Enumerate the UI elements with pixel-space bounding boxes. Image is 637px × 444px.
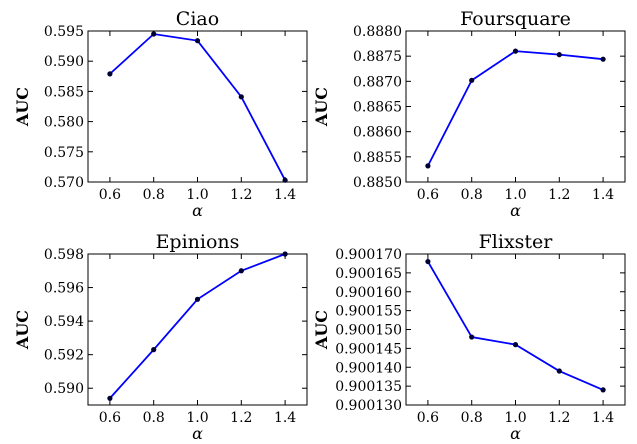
epinions-data-point [282, 251, 288, 257]
foursquare-x-tick-label: 1.0 [504, 187, 526, 203]
foursquare-x-tick-label: 0.8 [461, 187, 483, 203]
epinions-y-tick-label: 0.592 [44, 348, 84, 364]
ciao-y-tick-label: 0.585 [44, 84, 84, 100]
chart-ciao: Ciao 0.6 0.8 1.0 1.2 1.4 0.570 0.575 0.580 0.585 0… [13, 8, 308, 220]
epinions-y-tick-label: 0.590 [44, 381, 84, 397]
epinions-x-tick-label: 0.6 [99, 410, 121, 426]
foursquare-y-tick-label: 0.8860 [353, 125, 402, 141]
foursquare-y-tick-label: 0.8880 [353, 24, 402, 40]
ciao-series-line [109, 33, 286, 181]
ciao-data-point [282, 177, 288, 183]
epinions-x-tick-label: 0.8 [143, 410, 165, 426]
foursquare-x-tick-label: 1.4 [592, 187, 614, 203]
ciao-data-point [238, 94, 244, 100]
epinions-data-point [194, 296, 201, 302]
foursquare-series-line [427, 50, 604, 167]
flixster-y-tick-label: 0.900150 [335, 323, 402, 339]
foursquare-x-tick-label: 0.6 [417, 187, 439, 203]
flixster-x-tick-label: 1.2 [548, 410, 570, 426]
ciao-data-point [194, 38, 201, 44]
foursquare-y-tick-label: 0.8870 [353, 74, 402, 90]
foursquare-y-tick-label: 0.8855 [353, 150, 402, 166]
ciao-y-axis-label: AUC [13, 87, 32, 127]
flixster-data-point [469, 334, 475, 340]
ciao-y-tick-label: 0.590 [44, 54, 84, 70]
flixster-x-axis-label: α [510, 424, 521, 443]
flixster-y-tick-label: 0.900170 [335, 247, 402, 263]
foursquare-data-point [600, 56, 606, 62]
foursquare-x-axis-label: α [510, 201, 521, 220]
epinions-y-axis-label: AUC [13, 310, 32, 350]
flixster-data-point [556, 368, 562, 374]
flixster-data-point [600, 387, 606, 393]
ciao-data-point [107, 71, 113, 77]
flixster-y-tick-label: 0.900135 [335, 379, 402, 395]
foursquare-y-axis-label: AUC [312, 87, 331, 127]
epinions-data-point [238, 268, 244, 274]
epinions-y-tick-label: 0.594 [44, 314, 84, 330]
flixster-plot-frame [405, 253, 626, 406]
epinions-y-tick-label: 0.598 [44, 247, 84, 263]
flixster-y-axis-label: AUC [312, 310, 331, 350]
ciao-x-tick-label: 0.6 [99, 187, 121, 203]
foursquare-x-tick-label: 1.2 [548, 187, 570, 203]
foursquare-data-point [469, 77, 475, 83]
flixster-x-tick-label: 1.4 [592, 410, 614, 426]
epinions-series-line [109, 253, 286, 399]
ciao-title: Ciao [176, 8, 219, 30]
flixster-y-tick-label: 0.900130 [335, 398, 402, 414]
flixster-y-tick-label: 0.900165 [335, 266, 402, 282]
foursquare-data-point [425, 163, 431, 169]
ciao-y-tick-label: 0.595 [44, 24, 84, 40]
epinions-data-point [107, 395, 113, 401]
flixster-data-point [512, 342, 519, 348]
flixster-y-tick-label: 0.900140 [335, 360, 402, 376]
epinions-plot-frame [87, 253, 308, 406]
epinions-data-point [151, 347, 157, 353]
foursquare-y-tick-label: 0.8875 [353, 49, 402, 65]
foursquare-data-point [556, 52, 562, 58]
ciao-x-tick-label: 1.0 [186, 187, 208, 203]
epinions-x-axis-label: α [192, 424, 203, 443]
epinions-x-tick-label: 1.2 [230, 410, 252, 426]
epinions-x-tick-label: 1.4 [274, 410, 296, 426]
chart-flixster: Flixster 0.6 0.8 1.0 1.2 1.4 0.900130 0.900135 0… [312, 231, 626, 443]
chart-foursquare: Foursquare 0.6 0.8 1.0 1.2 1.4 0.8850 0.8855 0.8… [312, 8, 626, 220]
foursquare-data-point [512, 48, 519, 54]
epinions-x-tick-label: 1.0 [186, 410, 208, 426]
flixster-x-tick-label: 1.0 [504, 410, 526, 426]
ciao-x-tick-label: 1.4 [274, 187, 296, 203]
foursquare-title: Foursquare [460, 8, 571, 30]
foursquare-y-tick-label: 0.8865 [353, 100, 402, 116]
ciao-y-tick-label: 0.570 [44, 175, 84, 191]
ciao-data-point [151, 31, 157, 37]
flixster-data-point [425, 258, 431, 265]
ciao-x-axis-label: α [192, 201, 203, 220]
ciao-x-tick-label: 1.2 [230, 187, 252, 203]
flixster-title: Flixster [479, 231, 554, 253]
flixster-y-tick-label: 0.900155 [335, 304, 402, 320]
flixster-y-tick-label: 0.900160 [335, 285, 402, 301]
epinions-title: Epinions [156, 231, 240, 253]
flixster-series-line [427, 261, 604, 391]
ciao-x-tick-label: 0.8 [143, 187, 165, 203]
ciao-y-tick-label: 0.580 [44, 115, 84, 131]
ciao-y-tick-label: 0.575 [44, 145, 84, 161]
flixster-y-tick-label: 0.900145 [335, 341, 402, 357]
chart-epinions: Epinions 0.6 0.8 1.0 1.2 1.4 0.590 0.592 0.594 0.… [13, 231, 308, 443]
foursquare-y-tick-label: 0.8850 [353, 175, 402, 191]
flixster-x-tick-label: 0.6 [417, 410, 439, 426]
epinions-y-tick-label: 0.596 [44, 281, 84, 297]
flixster-x-tick-label: 0.8 [461, 410, 483, 426]
